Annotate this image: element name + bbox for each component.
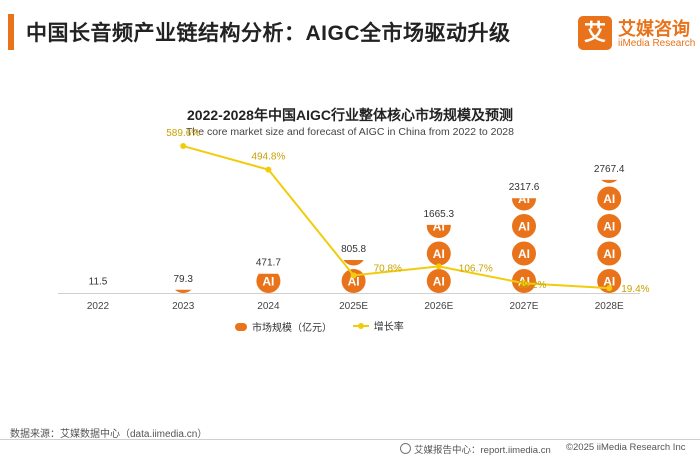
ai-icon-label: AI xyxy=(433,247,445,261)
logo-text-en: iiMedia Research xyxy=(618,38,696,49)
ai-icon-label: AI xyxy=(433,220,445,234)
ai-bar-icon xyxy=(597,186,622,211)
ai-icon-label: AI xyxy=(603,275,615,289)
growth-rate-point xyxy=(435,263,442,270)
ai-bar-icon xyxy=(601,179,618,183)
x-tick-label: 2026E xyxy=(424,301,453,312)
logo-mark-icon: 艾 xyxy=(578,16,612,50)
bar-value-label: 2317.6 xyxy=(509,182,540,193)
ai-icon-label: AI xyxy=(348,247,360,261)
growth-rate-point xyxy=(180,143,187,150)
brand-logo: 艾 艾媒咨询 iiMedia Research xyxy=(578,14,696,56)
legend-item-growth-rate: 增长率 xyxy=(352,318,404,333)
ai-bar-icon xyxy=(597,241,622,266)
ai-bar-icon xyxy=(235,322,247,331)
ai-icon-label: AI xyxy=(518,247,530,261)
x-tick-label: 2025E xyxy=(339,301,368,312)
growth-rate-label: 106.7% xyxy=(459,263,493,274)
page-title: 中国长音频产业链结构分析：AIGC全市场驱动升级 xyxy=(26,22,511,45)
bar-value-label: 471.7 xyxy=(256,258,281,269)
ai-bar-icon xyxy=(426,224,451,238)
x-tick-label: 2023 xyxy=(172,301,195,312)
ai-bar-icon xyxy=(256,273,281,293)
ai-icon-label: AI xyxy=(603,247,615,261)
growth-rate-label: 39.2% xyxy=(518,280,546,291)
bar-2024: AI xyxy=(256,273,281,293)
ai-icon-label: AI xyxy=(518,220,530,234)
chart-legend: 市场规模（亿元） 增长率 xyxy=(235,318,422,334)
growth-rate-label: 19.4% xyxy=(621,284,649,295)
legend-label-growth-rate: 增长率 xyxy=(373,322,404,333)
footer-copyright: ©2025 iiMedia Research Inc xyxy=(566,442,686,453)
growth-rate-label: 589.6% xyxy=(166,128,200,139)
ai-bar-icon xyxy=(512,214,536,238)
footer-report-text: 艾媒报告中心：report.iimedia.cn xyxy=(414,445,551,456)
ai-bar-icon xyxy=(426,269,451,293)
ai-icon-label: AI xyxy=(262,275,274,289)
ai-bar-icon xyxy=(512,241,536,266)
x-tick-label: 2028E xyxy=(595,301,624,312)
line-marker-icon xyxy=(352,321,369,331)
bar-value-label: 1665.3 xyxy=(424,209,455,220)
ai-icon-label: AI xyxy=(518,192,530,206)
bar-value-label: 2767.4 xyxy=(594,164,625,175)
bar-value-label: 805.8 xyxy=(341,244,366,255)
globe-icon xyxy=(400,443,411,454)
chart-subtitle: The core market size and forecast of AIG… xyxy=(185,126,514,138)
ai-bar-icon xyxy=(343,260,364,266)
ai-icon-label: AI xyxy=(348,275,360,289)
ai-bar-icon xyxy=(174,289,192,293)
ai-bar-icon xyxy=(597,214,622,238)
ai-icon-label: AI xyxy=(603,220,615,234)
x-tick-label: 2027E xyxy=(510,301,539,312)
logo-text-cn: 艾媒咨询 xyxy=(618,19,690,39)
footer-report-link[interactable]: 艾媒报告中心：report.iimedia.cn xyxy=(400,442,551,456)
growth-rate-point xyxy=(265,166,272,173)
legend-item-market-size: 市场规模（亿元） xyxy=(235,319,332,334)
title-accent-bar xyxy=(8,14,14,50)
ai-icon-label: AI xyxy=(603,192,615,206)
growth-rate-point xyxy=(350,272,357,279)
growth-rate-label: 70.8% xyxy=(374,263,402,274)
bar-value-label: 11.5 xyxy=(89,277,108,288)
chart-title: 2022-2028年中国AIGC行业整体核心市场规模及预测 xyxy=(187,107,513,123)
bar-value-label: 79.3 xyxy=(173,274,193,285)
x-tick-label: 2022 xyxy=(87,301,110,312)
bar-2023: AI xyxy=(174,289,192,293)
growth-rate-line xyxy=(182,145,610,290)
data-source: 数据来源：艾媒数据中心（data.iimedia.cn） xyxy=(10,429,208,440)
x-tick-label: 2024 xyxy=(257,301,280,312)
ai-icon-label: AI xyxy=(433,275,445,289)
ai-bar-icon xyxy=(426,241,451,266)
ai-bar-icon xyxy=(512,198,536,211)
growth-rate-point xyxy=(521,280,527,287)
growth-rate-point xyxy=(606,285,613,292)
footer-divider xyxy=(0,439,700,440)
legend-label-market-size: 市场规模（亿元） xyxy=(252,323,332,334)
bar-2026E: AI AI AI xyxy=(426,220,451,293)
growth-rate-label: 494.8% xyxy=(251,152,285,163)
bar-2025E: AI AI xyxy=(341,247,366,293)
